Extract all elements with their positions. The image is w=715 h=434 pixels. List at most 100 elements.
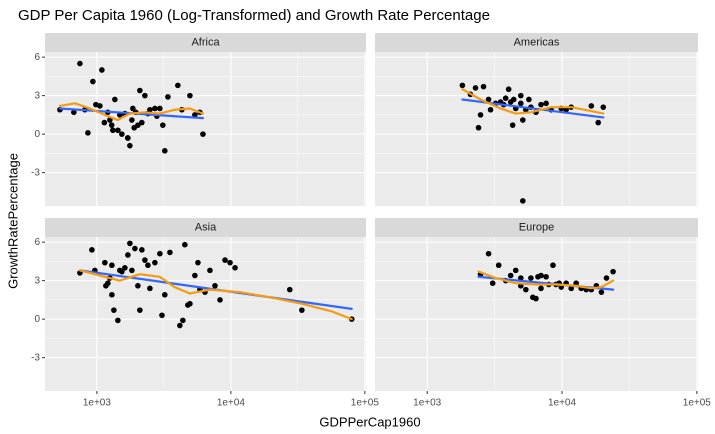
point — [90, 78, 96, 85]
point — [603, 275, 610, 281]
facet-label: Africa — [191, 36, 220, 48]
facet-strip — [45, 33, 366, 52]
point — [600, 104, 607, 110]
point — [129, 267, 135, 274]
point — [167, 249, 173, 256]
point — [119, 131, 125, 137]
point — [588, 103, 595, 109]
panel — [375, 237, 698, 391]
y-tick-label: 0 — [34, 129, 40, 140]
point — [89, 247, 95, 253]
point — [122, 265, 128, 271]
point — [509, 122, 516, 128]
point — [487, 106, 494, 113]
point — [159, 312, 165, 319]
trend-line — [477, 270, 615, 290]
data-layer — [477, 250, 616, 302]
point — [512, 267, 519, 274]
point — [187, 300, 193, 307]
panel — [45, 52, 366, 206]
panel-background — [45, 237, 366, 391]
point — [533, 295, 539, 302]
point — [528, 275, 534, 281]
x-tick-label: 1e+04 — [217, 398, 246, 409]
point — [472, 85, 479, 91]
y-tick-label: 6 — [34, 52, 40, 63]
point — [480, 83, 487, 90]
point — [147, 106, 153, 113]
x-tick-label: 1e+03 — [413, 398, 442, 409]
point — [131, 124, 138, 131]
point — [101, 119, 108, 126]
point — [109, 291, 115, 298]
point — [97, 103, 103, 109]
point — [222, 257, 228, 263]
point — [538, 101, 544, 108]
point — [157, 105, 163, 112]
point — [165, 94, 171, 100]
panel-background — [375, 52, 698, 206]
point — [182, 241, 188, 248]
point — [192, 272, 198, 279]
point — [115, 127, 121, 134]
point — [543, 100, 549, 107]
point — [475, 124, 482, 131]
point — [124, 135, 131, 141]
point — [129, 117, 135, 123]
point — [518, 100, 524, 107]
point — [550, 262, 556, 269]
point — [130, 105, 136, 112]
facet-label: Europe — [519, 221, 554, 233]
data-layer — [77, 240, 355, 329]
point — [610, 268, 616, 275]
point — [510, 96, 517, 103]
point — [217, 297, 223, 303]
point — [119, 268, 125, 275]
facet-strip — [375, 218, 698, 237]
point — [299, 307, 305, 313]
data-layer — [459, 82, 607, 204]
point — [518, 275, 524, 281]
x-tick-label: 1e+05 — [683, 398, 712, 409]
point — [152, 105, 158, 112]
panel — [375, 52, 698, 206]
x-tick-label: 1e+04 — [548, 398, 577, 409]
point — [147, 285, 153, 292]
point — [142, 92, 148, 99]
point — [563, 106, 569, 113]
point — [180, 317, 186, 324]
point — [139, 247, 145, 253]
point — [137, 87, 143, 94]
point — [110, 127, 116, 134]
point — [99, 67, 105, 73]
point — [111, 307, 117, 313]
chart-title: GDP Per Capita 1960 (Log-Transformed) an… — [18, 7, 490, 24]
y-tick-label: 3 — [34, 275, 40, 286]
point — [115, 317, 121, 324]
point — [132, 245, 138, 252]
y-tick-label: -3 — [31, 167, 40, 178]
point — [507, 272, 514, 279]
facet-strip — [375, 33, 698, 52]
facet-label: Americas — [514, 36, 560, 48]
point — [135, 282, 141, 289]
point — [109, 262, 115, 269]
point — [137, 307, 143, 313]
point — [207, 267, 213, 274]
x-tick-label: 1e+05 — [351, 398, 380, 409]
y-tick-label: 0 — [34, 314, 40, 325]
point — [162, 291, 168, 298]
point — [502, 95, 509, 101]
point — [192, 112, 198, 118]
point — [543, 273, 549, 280]
point — [485, 96, 492, 103]
point — [77, 60, 83, 67]
point — [477, 112, 484, 118]
x-axis-title: GDPPerCap1960 — [319, 414, 420, 429]
point — [232, 265, 238, 271]
point — [505, 86, 512, 93]
point — [127, 240, 133, 247]
point — [108, 122, 115, 128]
point — [518, 92, 524, 99]
point — [495, 262, 502, 269]
